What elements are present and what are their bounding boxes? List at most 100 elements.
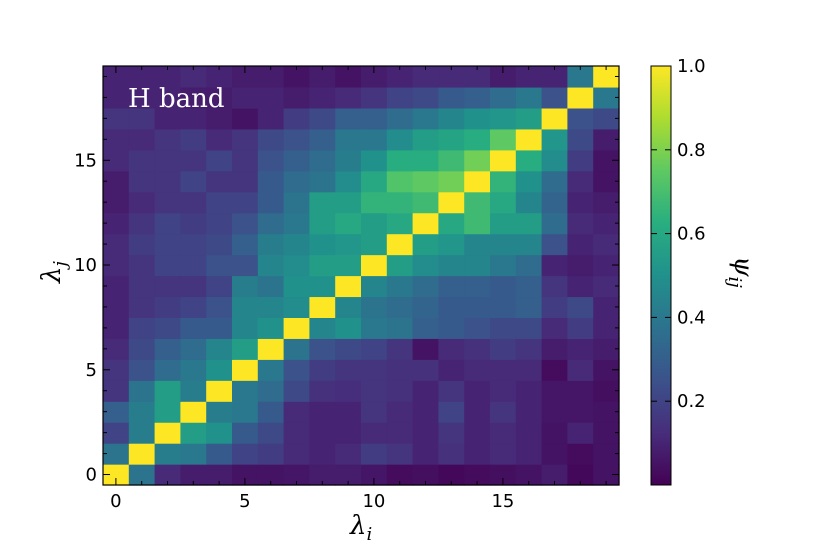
heatmap-cell xyxy=(515,275,543,298)
heatmap-cell xyxy=(361,107,388,130)
heatmap-cell xyxy=(128,191,156,214)
heatmap-cell xyxy=(386,170,414,193)
heatmap-cell xyxy=(103,212,130,235)
heatmap-cell xyxy=(438,464,465,486)
colorbar-ticks: 0.2 0.4 0.6 0.8 1.0 xyxy=(651,56,706,412)
heatmap-cell xyxy=(438,149,465,172)
heatmap-cell xyxy=(154,191,181,214)
heatmap-cell xyxy=(412,212,439,235)
heatmap-cell xyxy=(128,254,156,277)
heatmap-cell xyxy=(335,422,362,444)
heatmap-cell xyxy=(412,191,439,214)
heatmap-cell xyxy=(567,422,594,444)
heatmap-cell xyxy=(541,359,568,381)
heatmap-cell xyxy=(283,233,310,256)
heatmap-cell xyxy=(515,149,543,172)
heatmap-cell xyxy=(361,66,388,88)
heatmap-cell xyxy=(541,296,568,318)
heatmap-cell xyxy=(412,149,439,172)
heatmap-cell xyxy=(283,275,310,298)
heatmap-cell xyxy=(361,149,388,172)
heatmap-cell xyxy=(412,170,439,193)
heatmap-cell xyxy=(412,233,439,256)
heatmap-cell xyxy=(515,212,543,235)
y-tick-label: 15 xyxy=(74,150,97,171)
heatmap-cell xyxy=(515,464,543,486)
heatmap-cell xyxy=(283,107,310,130)
heatmap-cell xyxy=(309,359,336,381)
heatmap-cell xyxy=(464,275,491,298)
heatmap-cell xyxy=(567,170,594,193)
heatmap-cell xyxy=(541,443,568,465)
heatmap-cell xyxy=(232,317,259,339)
heatmap-cell xyxy=(206,66,233,88)
heatmap-cell xyxy=(515,401,543,423)
heatmap-cell xyxy=(438,443,465,465)
heatmap-cell xyxy=(335,66,362,88)
heatmap-cell xyxy=(283,191,310,214)
heatmap-cell xyxy=(180,422,207,444)
heatmap-cell xyxy=(232,128,259,151)
band-annotation: H band xyxy=(128,84,224,114)
heatmap-cell xyxy=(283,254,310,277)
heatmap-cell xyxy=(464,191,491,214)
colorbar-label-sub: ij xyxy=(724,277,745,289)
heatmap-cell xyxy=(361,359,388,381)
heatmap-cell xyxy=(232,86,259,109)
heatmap-cell xyxy=(593,380,620,402)
heatmap-cell xyxy=(257,296,285,318)
heatmap-cell xyxy=(567,275,594,298)
plot-ticks: 0 5 10 15 0 5 10 15 xyxy=(74,66,619,512)
heatmap-cell xyxy=(309,212,336,235)
heatmap-cell xyxy=(257,464,285,486)
heatmap-cell xyxy=(541,254,568,277)
heatmap-cell xyxy=(309,170,336,193)
heatmap-cell xyxy=(206,86,233,109)
heatmap-cell xyxy=(593,422,620,444)
heatmap-cell xyxy=(464,66,491,88)
heatmap-cell xyxy=(438,254,465,277)
heatmap-cell xyxy=(206,149,233,172)
heatmap-cell xyxy=(283,380,310,402)
heatmap-cell xyxy=(490,86,517,109)
heatmap-cell xyxy=(541,149,568,172)
heatmap-cell xyxy=(128,66,156,88)
heatmap-cell xyxy=(154,275,181,298)
heatmap-cell xyxy=(464,233,491,256)
heatmap-cell xyxy=(206,233,233,256)
heatmap-cell xyxy=(283,86,310,109)
heatmap-cell xyxy=(567,86,594,109)
heatmap-cell xyxy=(464,296,491,318)
heatmap-cell xyxy=(541,275,568,298)
heatmap-cell xyxy=(232,275,259,298)
heatmap-cell xyxy=(283,359,310,381)
heatmap-cell xyxy=(386,296,414,318)
heatmap-cell xyxy=(567,380,594,402)
heatmap-cell xyxy=(412,296,439,318)
heatmap-cell xyxy=(283,443,310,465)
heatmap-cell xyxy=(412,66,439,88)
heatmap-cell xyxy=(515,191,543,214)
heatmap-cell xyxy=(490,275,517,298)
heatmap-cell xyxy=(232,191,259,214)
heatmap-cell xyxy=(232,380,259,402)
heatmap-cell xyxy=(490,66,517,88)
heatmap-cell xyxy=(257,359,285,381)
heatmap-cell xyxy=(515,170,543,193)
heatmap-cell xyxy=(567,401,594,423)
heatmap-cell xyxy=(180,359,207,381)
heatmap-cell xyxy=(128,107,156,130)
heatmap-cell xyxy=(361,233,388,256)
heatmap-cell xyxy=(438,170,465,193)
heatmap-cell xyxy=(309,317,336,339)
heatmap-cell xyxy=(335,443,362,465)
heatmap-cell xyxy=(386,66,414,88)
heatmap-cell xyxy=(412,128,439,151)
heatmap-cell xyxy=(515,359,543,381)
heatmap-cell xyxy=(412,464,439,486)
x-axis-label: λi xyxy=(349,511,372,545)
y-axis-label: λj xyxy=(37,261,71,284)
heatmap-cell xyxy=(438,233,465,256)
heatmap-cell xyxy=(206,128,233,151)
heatmap-cell xyxy=(361,128,388,151)
